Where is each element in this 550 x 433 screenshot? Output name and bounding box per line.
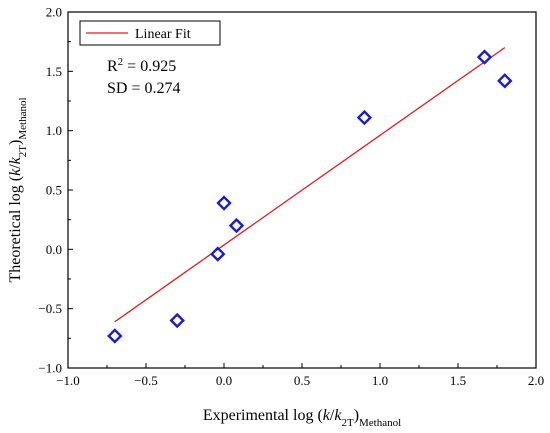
sd-text: SD = 0.274 [107,80,180,97]
x-tick-label: 1.5 [450,373,466,388]
x-axis-title: Experimental log (k/k2T)Methanol [203,407,401,429]
y-axis-title-sub: Methanol [17,97,29,139]
y-tick-label: 1.0 [46,123,62,138]
r2-superscript: 2 [118,56,124,68]
r2-label: R [107,58,118,75]
x-tick-label: −0.5 [134,373,158,388]
y-axis-title-k: k [7,168,24,176]
x-tick-label: 2.0 [528,373,544,388]
y-axis-title: Theoretical log (k/k2T)Methanol [7,97,29,282]
data-point [356,109,373,126]
legend-label: Linear Fit [135,27,191,42]
x-tick-label: 0.0 [216,373,232,388]
linear-fit-line [114,47,506,323]
legend: Linear Fit [79,20,221,46]
data-points [107,49,513,344]
x-tick-label: 0.5 [294,373,310,388]
x-axis-title-slash: / [330,407,335,424]
x-axis-title-k2-sub: 2T [341,417,354,429]
y-tick-label: 1.5 [46,64,62,79]
x-axis-title-sub: Methanol [359,417,401,429]
axis-ticks [67,11,537,369]
x-tick-label: 1.0 [372,373,388,388]
data-point [169,312,185,329]
x-tick-label: −1.0 [56,373,80,388]
data-point [107,328,123,344]
data-point [216,195,232,211]
y-tick-label: 2.0 [46,5,62,20]
y-axis-title-k2-sub: 2T [17,145,29,158]
y-axis-title-slash: / [7,164,24,169]
y-tick-label: −1.0 [38,361,62,376]
y-axis-title-prefix: Theoretical log ( [7,176,24,283]
y-axis-title-k2: k [7,156,24,164]
tick-labels: −1.0 −0.5 0.0 0.5 1.0 1.5 2.0 −1.0 −0.5 0.0 0.5 1.0… [38,5,544,389]
data-point [497,73,513,89]
y-tick-label: 0.0 [46,242,62,257]
data-point [228,217,245,234]
data-point [210,246,226,262]
y-axis-title-close: ) [7,140,24,145]
r2-value: = 0.925 [123,58,176,75]
x-axis-title-prefix: Experimental log ( [203,407,323,424]
x-axis-title-k: k [323,407,331,424]
x-axis-title-close: ) [354,407,359,424]
r-squared-text: R2 = 0.925 [107,56,176,75]
data-point [476,49,493,65]
y-tick-label: −0.5 [38,301,62,316]
y-tick-label: 0.5 [46,183,62,198]
x-axis-title-k2: k [334,407,342,424]
